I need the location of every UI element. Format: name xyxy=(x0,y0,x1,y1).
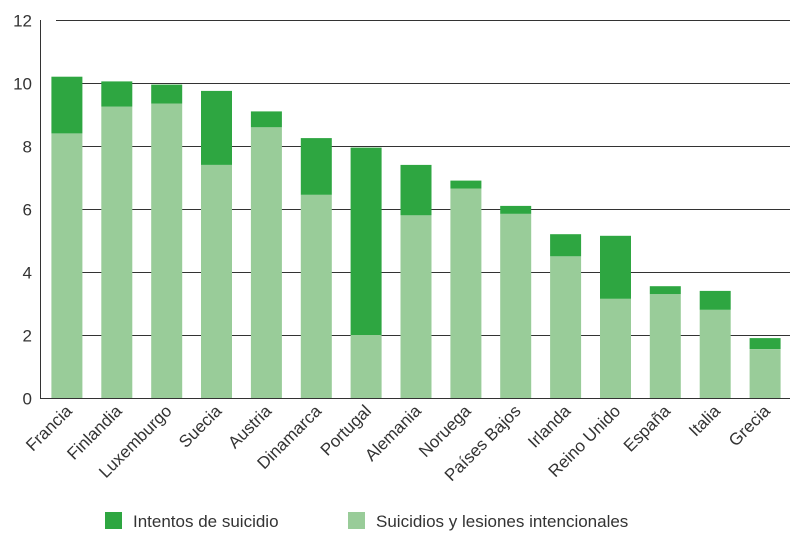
bar-intentos-1 xyxy=(101,81,133,107)
bar-intentos-4 xyxy=(250,111,282,128)
bar-suicidios-10 xyxy=(550,256,582,399)
bar-suicidios-8 xyxy=(450,188,482,398)
bar-intentos-11 xyxy=(600,235,631,299)
bar-intentos-0 xyxy=(51,76,83,134)
x-tick-label-13: Italia xyxy=(685,401,724,440)
legend-swatch-0 xyxy=(105,512,122,529)
bar-suicidios-5 xyxy=(300,194,332,398)
y-tick-label-6: 6 xyxy=(23,201,32,220)
bar-suicidios-3 xyxy=(201,164,232,398)
bar-suicidios-9 xyxy=(500,213,532,398)
bar-intentos-3 xyxy=(201,90,232,165)
bar-suicidios-14 xyxy=(749,349,781,398)
bar-intentos-6 xyxy=(350,147,382,335)
y-tick-label-12: 12 xyxy=(13,12,32,31)
legend: Intentos de suicidio Suicidios y lesiones… xyxy=(105,512,628,531)
bar-suicidios-6 xyxy=(350,335,382,398)
bar-suicidios-4 xyxy=(250,127,282,398)
legend-label-0: Intentos de suicidio xyxy=(133,512,279,531)
bar-intentos-13 xyxy=(699,290,731,310)
y-tick-label-10: 10 xyxy=(13,75,32,94)
bar-intentos-14 xyxy=(749,338,781,350)
bar-intentos-7 xyxy=(400,164,432,216)
x-tick-label-7: Alemania xyxy=(361,401,425,465)
y-tick-label-2: 2 xyxy=(23,327,32,346)
y-tick-label-8: 8 xyxy=(23,138,32,157)
x-tick-label-14: Grecia xyxy=(725,401,774,450)
bar-suicidios-0 xyxy=(51,133,83,398)
bar-suicidios-2 xyxy=(151,103,183,398)
x-tick-label-12: España xyxy=(620,401,675,456)
bar-intentos-9 xyxy=(500,205,532,214)
bar-intentos-8 xyxy=(450,180,482,189)
bars xyxy=(51,76,781,399)
legend-label-1: Suicidios y lesiones intencionales xyxy=(376,512,628,531)
bar-suicidios-7 xyxy=(400,215,432,398)
bar-suicidios-1 xyxy=(101,106,133,398)
bar-intentos-2 xyxy=(151,84,183,104)
bar-intentos-5 xyxy=(300,138,332,195)
bar-intentos-12 xyxy=(649,286,681,295)
x-tick-label-3: Suecia xyxy=(175,401,226,452)
bar-suicidios-11 xyxy=(600,298,631,398)
legend-swatch-1 xyxy=(348,512,365,529)
bar-suicidios-13 xyxy=(699,309,731,398)
bar-suicidios-12 xyxy=(649,294,681,398)
y-tick-label-4: 4 xyxy=(23,264,32,283)
y-tick-label-0: 0 xyxy=(23,390,32,409)
bar-intentos-10 xyxy=(550,234,582,257)
